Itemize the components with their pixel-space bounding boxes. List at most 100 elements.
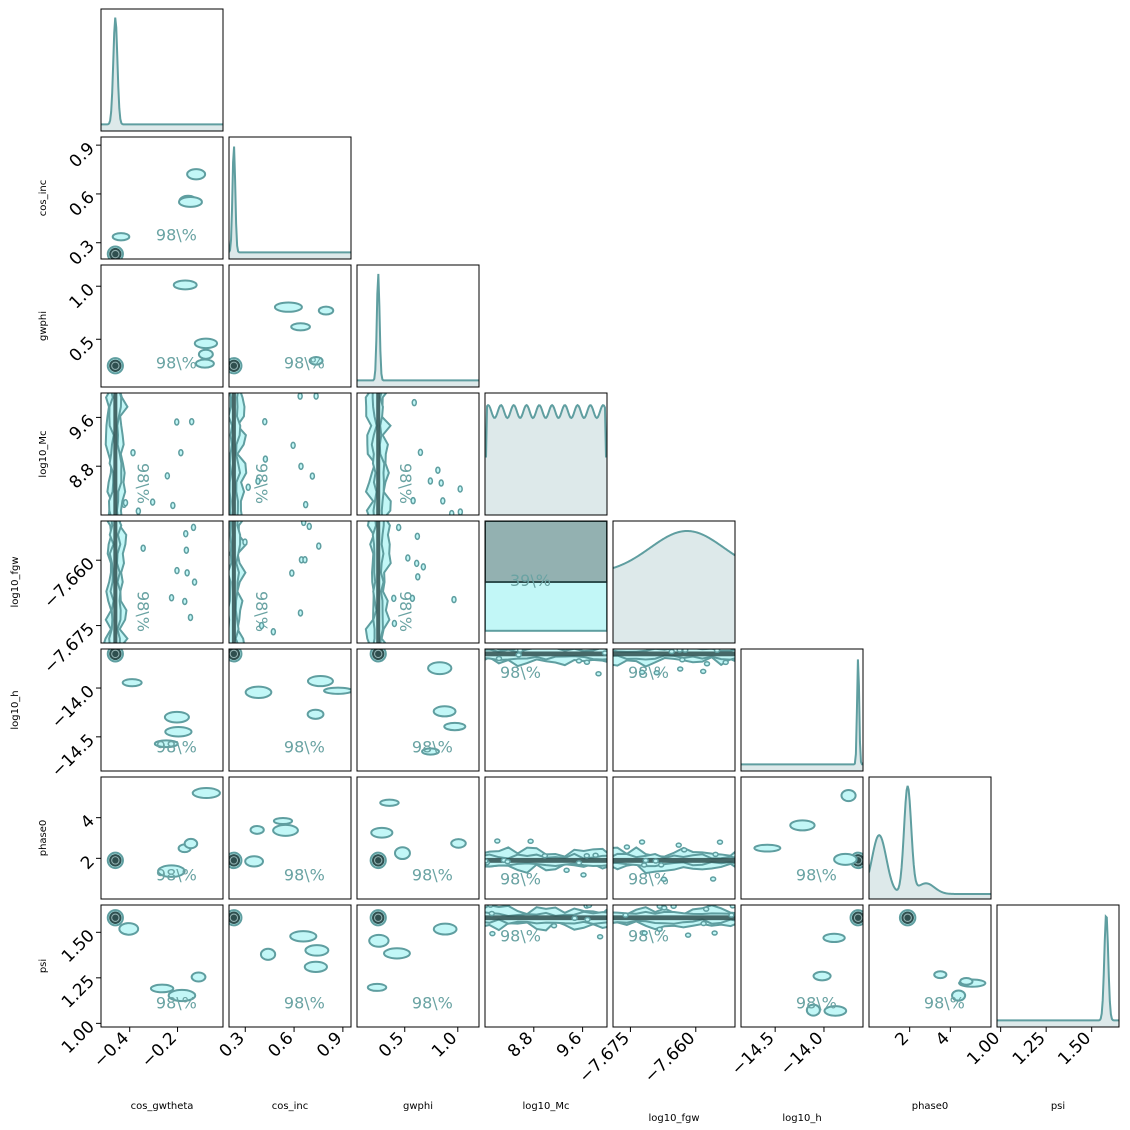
panel-log10_h-cos_gwtheta: 98\% bbox=[106, 649, 197, 757]
contour-speck bbox=[417, 448, 424, 457]
contour-speck bbox=[415, 573, 421, 581]
contour-island bbox=[306, 675, 334, 688]
panel-log10_fgw-gwphi: 98\% bbox=[364, 521, 457, 643]
contour-speck bbox=[174, 566, 180, 575]
contour-speck bbox=[599, 635, 604, 639]
y-tick-label-phase0: 4 bbox=[77, 811, 99, 833]
panel-frame bbox=[612, 520, 736, 644]
y-tick-label-log10_Mc: 8.8 bbox=[66, 460, 99, 493]
contour-label-98: 98\% bbox=[500, 663, 541, 682]
y-axis-label-log10_h: log10_h bbox=[10, 690, 21, 729]
mode-inner bbox=[854, 914, 862, 921]
contour-speck bbox=[709, 876, 717, 882]
contour-speck bbox=[420, 563, 427, 571]
contour-speck bbox=[601, 650, 607, 656]
contour-island bbox=[753, 843, 782, 853]
contour-island bbox=[111, 232, 131, 242]
y-axis-label-psi: psi bbox=[38, 959, 49, 973]
contour-label-98: 98\% bbox=[284, 738, 325, 757]
contour-speck bbox=[592, 852, 599, 858]
panel-frame bbox=[740, 776, 864, 900]
contour-island bbox=[172, 279, 198, 291]
contour-speck bbox=[427, 477, 434, 485]
panel-frame bbox=[228, 136, 352, 260]
contour-island bbox=[121, 678, 143, 688]
mode-inner bbox=[904, 914, 911, 921]
panel-log10_fgw-log10_Mc: 39\% bbox=[485, 521, 607, 632]
contour-island bbox=[317, 305, 335, 316]
mode-inner bbox=[230, 650, 238, 658]
y-tick-label-log10_h: −14.0 bbox=[48, 682, 99, 733]
contour-island bbox=[191, 787, 221, 800]
contour-label-98: 98\% bbox=[628, 663, 669, 682]
contour-island bbox=[290, 322, 311, 332]
contour-island bbox=[432, 705, 457, 718]
contour-speck bbox=[184, 569, 190, 577]
mode-inner bbox=[230, 857, 238, 864]
contour-island bbox=[450, 838, 467, 849]
panel-frame bbox=[228, 648, 352, 772]
band-core bbox=[613, 651, 735, 657]
panel-frame bbox=[484, 648, 608, 772]
contour-speck bbox=[595, 671, 602, 677]
contour-speck bbox=[173, 418, 180, 426]
y-tick-label-phase0: 2 bbox=[77, 852, 99, 874]
panel-frame bbox=[484, 392, 608, 516]
panel-frame bbox=[740, 904, 864, 1028]
band-core bbox=[231, 393, 236, 515]
kde-fill-cos_gwtheta bbox=[101, 17, 223, 131]
y-tick-label-log10_h: −14.5 bbox=[48, 730, 99, 781]
mode-inner bbox=[375, 650, 382, 658]
contour-island bbox=[421, 747, 440, 756]
y-tick-label-log10_fgw: −7.660 bbox=[40, 554, 99, 613]
panel-log10_Mc-cos_inc: 98\% bbox=[229, 393, 319, 515]
contour-speck bbox=[703, 661, 711, 667]
contour-label-98: 98\% bbox=[156, 738, 197, 757]
x-tick-label-psi: 1.50 bbox=[1054, 1028, 1095, 1069]
contour-speck bbox=[670, 905, 677, 909]
kde-fill-log10_h bbox=[741, 659, 863, 771]
y-tick-label-cos_inc: 0.9 bbox=[66, 139, 99, 172]
contour-speck bbox=[409, 594, 416, 603]
contour-speck bbox=[584, 916, 591, 923]
contour-island bbox=[183, 837, 199, 850]
kde-fill-psi bbox=[997, 916, 1119, 1027]
x-tick-label-cos_inc: 0.9 bbox=[313, 1028, 346, 1061]
y-tick-label-log10_fgw: −7.675 bbox=[40, 619, 99, 678]
contour-speck bbox=[411, 398, 418, 407]
contour-island bbox=[368, 933, 390, 948]
contour-speck bbox=[505, 633, 510, 637]
contour-speck bbox=[270, 628, 277, 636]
panel-phase0-log10_fgw: 98\% bbox=[613, 839, 735, 889]
panel-frame bbox=[484, 520, 608, 644]
contour-speck bbox=[183, 546, 190, 554]
contour-speck bbox=[622, 912, 629, 918]
contour-speck bbox=[716, 839, 724, 845]
contour-speck bbox=[302, 500, 309, 509]
band-core bbox=[613, 915, 735, 921]
y-axis-label-log10_fgw: log10_fgw bbox=[10, 556, 21, 607]
y-tick-label-cos_inc: 0.6 bbox=[66, 188, 99, 221]
contour-island bbox=[933, 970, 948, 980]
contour-island bbox=[153, 739, 179, 749]
contour-speck bbox=[187, 613, 194, 622]
contour-speck bbox=[440, 497, 446, 505]
contour-label-98: 98\% bbox=[284, 866, 325, 885]
contour-island bbox=[805, 1003, 821, 1017]
contour-label-98: 98\% bbox=[133, 591, 152, 632]
contour-island bbox=[323, 686, 351, 695]
contour-speck bbox=[571, 915, 578, 921]
contour-speck bbox=[702, 906, 710, 912]
contour-speck bbox=[188, 417, 195, 426]
contour-island bbox=[393, 846, 411, 861]
panel-frame bbox=[100, 264, 224, 388]
x-tick-label-cos_inc: 0.3 bbox=[216, 1028, 249, 1061]
panel-frame bbox=[228, 904, 352, 1028]
panel-frame bbox=[228, 520, 352, 644]
contour-speck bbox=[309, 472, 316, 480]
x-tick-label-cos_gwtheta: −0.4 bbox=[90, 1028, 133, 1071]
contour-speck bbox=[262, 455, 269, 463]
y-axis-label-cos_inc: cos_inc bbox=[38, 180, 49, 216]
contour-island bbox=[789, 819, 816, 832]
contour-speck bbox=[494, 838, 501, 844]
